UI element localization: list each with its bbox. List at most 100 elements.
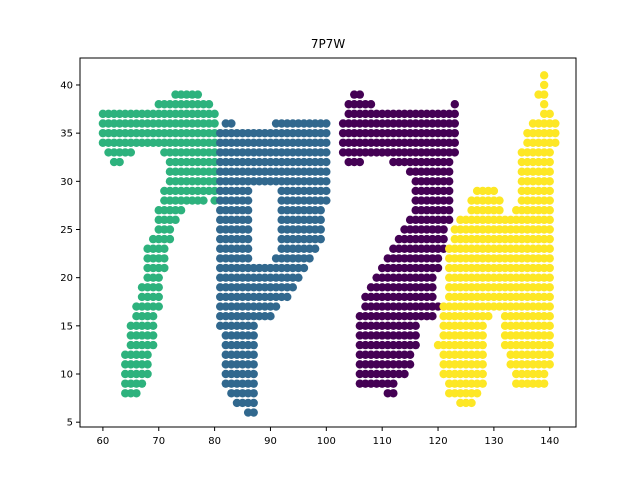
scatter-point	[545, 186, 554, 196]
x-tick-label: 100	[317, 436, 336, 447]
scatter-point	[389, 389, 398, 398]
scatter-point	[428, 283, 437, 292]
scatter-point	[299, 263, 309, 273]
scatter-point	[322, 128, 331, 138]
scatter-point	[322, 167, 331, 176]
scatter-point	[249, 340, 258, 350]
scatter-point	[400, 369, 409, 379]
scatter-point	[355, 90, 365, 99]
points-layer	[98, 71, 560, 417]
scatter-point	[249, 389, 258, 398]
scatter-point	[478, 360, 487, 369]
scatter-point	[316, 215, 325, 225]
scatter-point	[316, 206, 325, 215]
scatter-point	[148, 312, 158, 321]
scatter-point	[154, 302, 163, 311]
x-tick-label: 110	[373, 436, 392, 447]
y-axis: 5 10 15 20 25 30 35 40	[60, 80, 80, 429]
y-tick-label: 20	[60, 273, 73, 284]
scatter-point	[322, 119, 331, 128]
scatter-point	[115, 157, 124, 167]
scatter-point	[495, 196, 504, 205]
scatter-point	[551, 128, 560, 138]
scatter-point	[249, 331, 258, 340]
scatter-point	[545, 350, 554, 359]
scatter-point	[545, 321, 554, 331]
scatter-point	[478, 321, 487, 331]
scatter-point	[545, 360, 554, 369]
y-tick-label: 40	[60, 80, 73, 91]
scatter-point	[132, 389, 141, 398]
scatter-point	[249, 379, 258, 388]
scatter-point	[243, 186, 253, 196]
scatter-point	[316, 234, 325, 244]
scatter-point	[160, 244, 169, 253]
scatter-point	[539, 80, 549, 90]
scatter-point	[243, 206, 253, 215]
scatter-point	[545, 225, 554, 234]
scatter-point	[148, 321, 158, 331]
scatter-point	[433, 254, 443, 263]
scatter-point	[243, 215, 253, 225]
scatter-point	[551, 138, 560, 147]
scatter-point	[204, 100, 214, 109]
scatter-point	[450, 138, 459, 147]
scatter-point	[316, 225, 325, 234]
scatter-point	[450, 148, 459, 157]
x-axis: 60 70 80 90 100 110 120 130 140	[97, 427, 559, 447]
scatter-point	[450, 119, 459, 128]
scatter-point	[271, 302, 281, 311]
scatter-point	[545, 263, 554, 273]
scatter-point	[445, 186, 454, 196]
scatter-point	[405, 360, 415, 369]
scatter-point	[227, 119, 236, 128]
scatter-point	[148, 331, 158, 340]
scatter-point	[249, 369, 258, 379]
scatter-point	[148, 340, 158, 350]
scatter-point	[545, 292, 554, 302]
scatter-point	[405, 350, 415, 359]
scatter-point	[495, 206, 504, 215]
scatter-point	[210, 109, 219, 119]
scatter-point	[472, 389, 482, 398]
scatter-point	[160, 263, 169, 273]
scatter-point	[467, 398, 476, 408]
scatter-point	[445, 215, 454, 225]
scatter-point	[545, 177, 554, 186]
scatter-point	[143, 360, 152, 369]
scatter-point	[445, 167, 454, 176]
scatter-point	[445, 157, 454, 167]
scatter-point	[545, 244, 554, 253]
scatter-point	[478, 331, 487, 340]
y-tick-label: 5	[67, 418, 73, 429]
scatter-point	[310, 244, 320, 253]
scatter-point	[539, 100, 549, 109]
scatter-point	[439, 225, 448, 234]
y-tick-label: 30	[60, 177, 73, 188]
scatter-point	[545, 340, 554, 350]
scatter-point	[160, 254, 169, 263]
scatter-point	[126, 148, 136, 157]
scatter-point	[539, 369, 549, 379]
scatter-point	[322, 196, 331, 205]
y-tick-label: 35	[60, 129, 73, 140]
scatter-point	[545, 157, 554, 167]
scatter-point	[445, 206, 454, 215]
scatter-point	[243, 234, 253, 244]
scatter-point	[243, 254, 253, 263]
scatter-point	[545, 215, 554, 225]
scatter-point	[305, 254, 314, 263]
scatter-point	[433, 263, 443, 273]
scatter-point	[165, 234, 175, 244]
x-tick-label: 90	[264, 436, 277, 447]
scatter-point	[154, 273, 163, 282]
scatter-point	[428, 292, 437, 302]
scatter-point	[266, 312, 275, 321]
scatter-point	[143, 369, 152, 379]
scatter-point	[322, 138, 331, 147]
x-tick-label: 60	[97, 436, 110, 447]
scatter-point	[366, 100, 376, 109]
scatter-point	[478, 350, 487, 359]
scatter-point	[249, 408, 258, 417]
